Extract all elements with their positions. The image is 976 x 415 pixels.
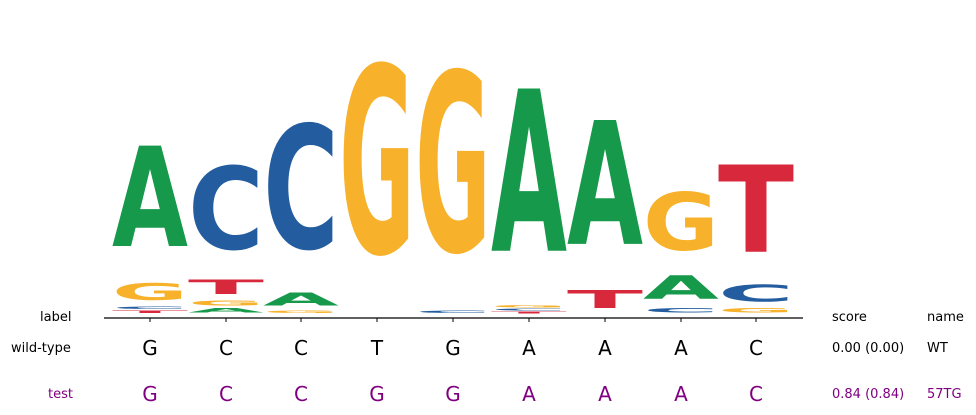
logo-letter-T-pos2: T [188, 276, 265, 298]
seq-char-test-1: G [142, 382, 158, 406]
seq-char-wild-type-5: G [445, 336, 461, 360]
seq-char-wild-type-2: C [219, 336, 233, 360]
logo-letter-A-pos8: A [643, 270, 720, 308]
seq-char-test-3: C [294, 382, 308, 406]
logo-letter-G-pos4: G [339, 14, 415, 313]
name-header: name [927, 310, 964, 325]
row-score-test: 0.84 (0.84) [832, 387, 905, 402]
logo-letter-G-pos3: G [263, 310, 339, 314]
logo-letter-T-pos1: T [112, 310, 188, 314]
logo-ticks [149, 318, 757, 322]
seq-char-test-8: A [674, 382, 688, 406]
seq-char-wild-type-3: C [294, 336, 308, 360]
seq-char-test-9: C [749, 382, 763, 406]
logo-letter-G-pos2: G [188, 299, 264, 307]
seq-char-test-2: C [219, 382, 233, 406]
seq-char-test-6: A [522, 382, 536, 406]
logo-letter-A-pos3: A [263, 289, 340, 310]
row-name-test: 57TG [927, 387, 962, 402]
logo-letter-A-pos1: A [112, 119, 188, 279]
seq-char-test-7: A [598, 382, 612, 406]
logo-letter-C-pos9: C [718, 280, 794, 307]
seq-char-test-5: G [445, 382, 461, 406]
logo-letter-C-pos6: C [491, 308, 567, 311]
seq-char-wild-type-6: A [522, 336, 536, 360]
logo-letter-G-pos6: G [491, 304, 567, 308]
logo-letter-G-pos9: G [718, 307, 794, 314]
seq-char-wild-type-8: A [674, 336, 688, 360]
logo-letter-C-pos3: C [263, 91, 339, 289]
seq-char-wild-type-9: C [749, 336, 763, 360]
logo-letter-C-pos5: C [415, 310, 491, 314]
logo-letter-T-pos9: T [718, 142, 794, 281]
logo-letter-C-pos1: C [112, 306, 188, 310]
seq-char-wild-type-4: T [370, 336, 384, 360]
seq-char-test-4: G [369, 382, 385, 406]
logo-letter-C-pos8: C [643, 307, 719, 314]
row-label-test: test [48, 387, 73, 402]
logo-letter-A-pos6: A [491, 44, 567, 304]
seq-char-wild-type-1: G [142, 336, 158, 360]
logo-letter-T-pos6: T [491, 311, 567, 314]
label-header: label [40, 310, 72, 325]
logo-letter-A-pos7: A [567, 86, 643, 284]
score-header: score [832, 310, 867, 325]
logo-letter-G-pos1: G [112, 279, 188, 306]
row-score-wild-type: 0.00 (0.00) [832, 341, 905, 356]
row-label-wild-type: wild-type [11, 341, 71, 356]
logo-letter-C-pos2: C [188, 143, 264, 276]
logo-letter-A-pos2: A [188, 307, 264, 314]
logo-letter-G-pos5: G [415, 22, 491, 309]
logo-letter-G-pos8: G [643, 178, 719, 270]
logo-letter-T-pos7: T [567, 285, 643, 314]
row-name-wild-type: WT [927, 341, 948, 356]
seq-char-wild-type-7: A [598, 336, 612, 360]
